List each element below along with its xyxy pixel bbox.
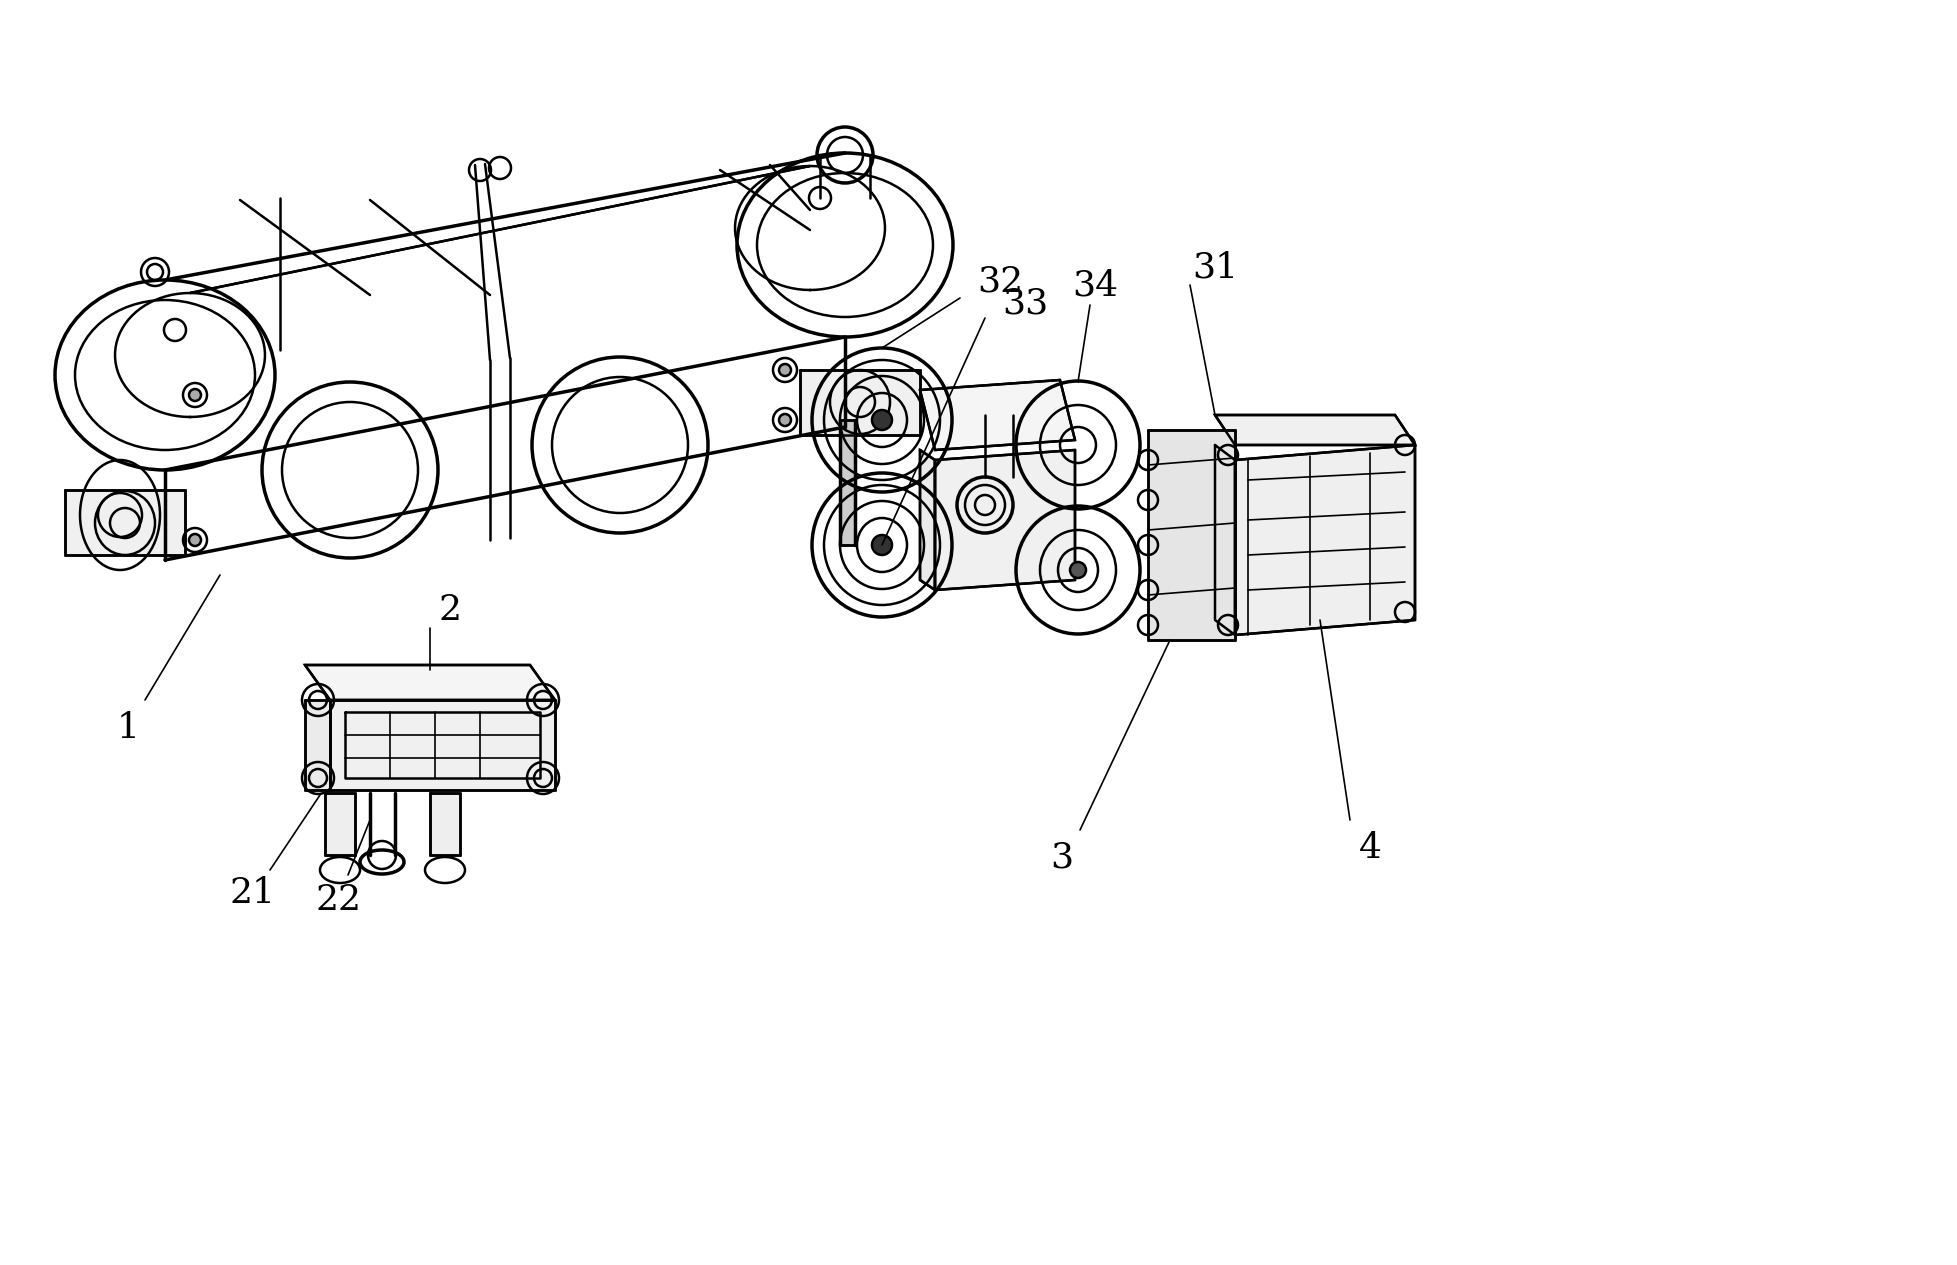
Text: 22: 22	[315, 883, 360, 917]
Polygon shape	[920, 450, 935, 589]
Polygon shape	[305, 665, 556, 700]
Text: 1: 1	[117, 711, 139, 745]
Polygon shape	[325, 793, 354, 855]
Text: 3: 3	[1051, 841, 1074, 875]
Polygon shape	[1149, 430, 1235, 640]
Polygon shape	[305, 700, 331, 791]
Circle shape	[779, 364, 791, 376]
Polygon shape	[800, 369, 920, 435]
Polygon shape	[431, 793, 460, 855]
Polygon shape	[920, 380, 1074, 450]
Circle shape	[190, 390, 202, 401]
Polygon shape	[331, 700, 556, 791]
Circle shape	[873, 535, 892, 555]
Text: 4: 4	[1358, 831, 1382, 865]
Circle shape	[779, 414, 791, 426]
Polygon shape	[1235, 445, 1415, 635]
Polygon shape	[935, 450, 1074, 589]
Text: 34: 34	[1072, 268, 1117, 302]
Text: 21: 21	[229, 875, 276, 910]
Polygon shape	[65, 490, 186, 555]
Polygon shape	[1215, 445, 1235, 635]
Text: 2: 2	[438, 593, 462, 627]
Polygon shape	[1215, 415, 1415, 445]
Circle shape	[190, 534, 202, 546]
Text: 33: 33	[1002, 286, 1049, 320]
Circle shape	[873, 410, 892, 430]
Circle shape	[1070, 562, 1086, 578]
Text: 32: 32	[977, 264, 1024, 299]
Text: 31: 31	[1192, 250, 1239, 285]
Polygon shape	[840, 420, 855, 545]
